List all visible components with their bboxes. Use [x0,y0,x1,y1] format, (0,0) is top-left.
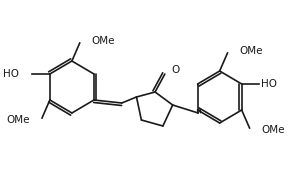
Text: O: O [172,65,180,75]
Text: HO: HO [3,69,19,79]
Text: HO: HO [261,79,277,89]
Text: OMe: OMe [7,115,30,125]
Text: OMe: OMe [239,46,263,56]
Text: OMe: OMe [261,125,285,135]
Text: OMe: OMe [91,36,115,46]
